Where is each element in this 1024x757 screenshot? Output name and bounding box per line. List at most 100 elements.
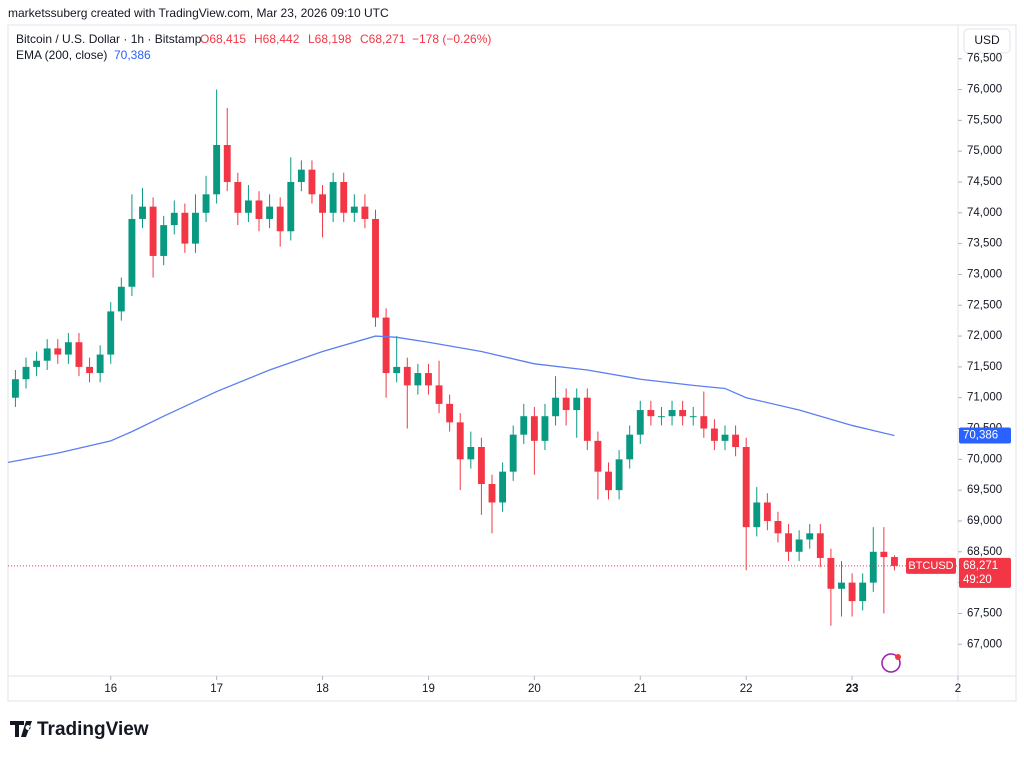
x-tick-label: 22: [740, 683, 753, 695]
x-tick-label: 2: [955, 683, 961, 695]
candle-body: [806, 533, 814, 540]
candle-body: [848, 582, 856, 602]
candle-body: [287, 181, 295, 232]
candle-body: [372, 218, 379, 318]
candle-body: [816, 533, 824, 558]
candle-body: [139, 206, 146, 219]
y-tick-label: 73,000: [967, 268, 1002, 280]
candle-body: [583, 397, 591, 441]
candle-body: [340, 181, 348, 213]
logo: TradingView: [10, 719, 149, 740]
candle-body: [838, 582, 845, 589]
y-tick-label: 76,500: [967, 53, 1002, 65]
ohlc-high: H68,442: [254, 32, 300, 46]
replay-icon[interactable]: [881, 653, 901, 673]
candle-body: [202, 194, 210, 213]
candle-body: [679, 410, 687, 417]
candle-body: [668, 410, 676, 417]
candle-body: [880, 551, 888, 558]
credit: marketssuberg created with TradingView.c…: [8, 6, 389, 20]
candle-body: [382, 317, 390, 374]
x-tick-label: 19: [422, 683, 435, 695]
candle-body: [562, 397, 570, 411]
y-tick-label: 75,500: [967, 114, 1002, 126]
candle-body: [721, 434, 729, 441]
candle-body: [54, 348, 62, 355]
candle-body: [795, 539, 803, 552]
candle-body: [403, 366, 411, 386]
y-tick-label: 74,500: [967, 176, 1002, 188]
candle-body: [297, 169, 305, 182]
candle-body: [594, 440, 602, 472]
candle-body: [710, 428, 718, 441]
candle-body: [435, 385, 443, 404]
candle-body: [425, 373, 432, 386]
ohlc-open: O68,415: [200, 32, 246, 46]
candle-body: [774, 520, 782, 534]
candle-body: [64, 342, 72, 355]
candle-body: [213, 144, 221, 195]
y-tick-label: 67,000: [967, 638, 1002, 650]
x-tick-label: 18: [316, 683, 329, 695]
y-tick-label: 69,000: [967, 515, 1002, 527]
candle-body: [488, 483, 496, 503]
candle-body: [891, 557, 898, 566]
candle-body: [266, 206, 274, 219]
candle-body: [128, 218, 136, 287]
candle-body: [541, 416, 549, 441]
countdown: 49:20: [963, 574, 992, 586]
candle-body: [414, 373, 422, 386]
candle-body: [573, 397, 581, 411]
x-tick-label: 20: [528, 683, 541, 695]
currency-label[interactable]: USD: [974, 33, 1000, 47]
symbol-tag: [906, 557, 956, 574]
plot: [8, 89, 898, 626]
candle-body: [530, 416, 538, 441]
y-tick-label: 76,000: [967, 84, 1002, 96]
y-tick-label: 69,500: [967, 484, 1002, 496]
candle-body: [827, 557, 835, 589]
x-tick-label: 17: [210, 683, 223, 695]
candle-body: [446, 403, 454, 423]
candle-body: [615, 459, 623, 491]
candle-body: [700, 416, 708, 429]
y-tick-label: 73,500: [967, 238, 1002, 250]
candle-body: [753, 502, 761, 528]
x-tick-label: 23: [846, 683, 859, 695]
currency-button[interactable]: [963, 28, 1011, 54]
candle-body: [244, 200, 252, 213]
candle-body: [520, 416, 528, 435]
candle-body: [329, 181, 337, 213]
y-tick-label: 72,000: [967, 330, 1002, 342]
candle-body: [11, 379, 19, 398]
y-tick-label: 75,000: [967, 145, 1002, 157]
candle-body: [859, 582, 867, 602]
ohlc-low: L68,198: [308, 32, 352, 46]
price-tag: [959, 557, 1011, 588]
candle-body: [170, 212, 178, 226]
candle-body: [308, 169, 316, 195]
candle-body: [350, 206, 358, 213]
candle-body: [605, 471, 612, 491]
candle-body: [255, 200, 263, 219]
ema-line: [8, 335, 895, 464]
candle-body: [689, 416, 697, 418]
candle-body: [192, 212, 199, 244]
candle-body: [181, 212, 189, 244]
candle-body: [763, 502, 771, 521]
candle-body: [319, 194, 326, 213]
candle-body: [869, 551, 877, 583]
y-tick-label: 70,000: [967, 453, 1002, 465]
candle-body: [149, 206, 157, 256]
x-tick-label: 16: [104, 683, 117, 695]
indicator-value: 70,386: [114, 48, 151, 62]
ohlc-change: −178 (−0.26%): [412, 32, 491, 46]
price-tag-label: 68,271: [963, 560, 998, 572]
candle-body: [467, 447, 475, 460]
logo-text: TradingView: [37, 719, 149, 740]
candle-body: [223, 144, 231, 182]
ohlc-close: C68,271: [360, 32, 406, 46]
candle-body: [234, 181, 242, 213]
candle-body: [658, 416, 665, 418]
y-tick-label: 74,000: [967, 207, 1002, 219]
